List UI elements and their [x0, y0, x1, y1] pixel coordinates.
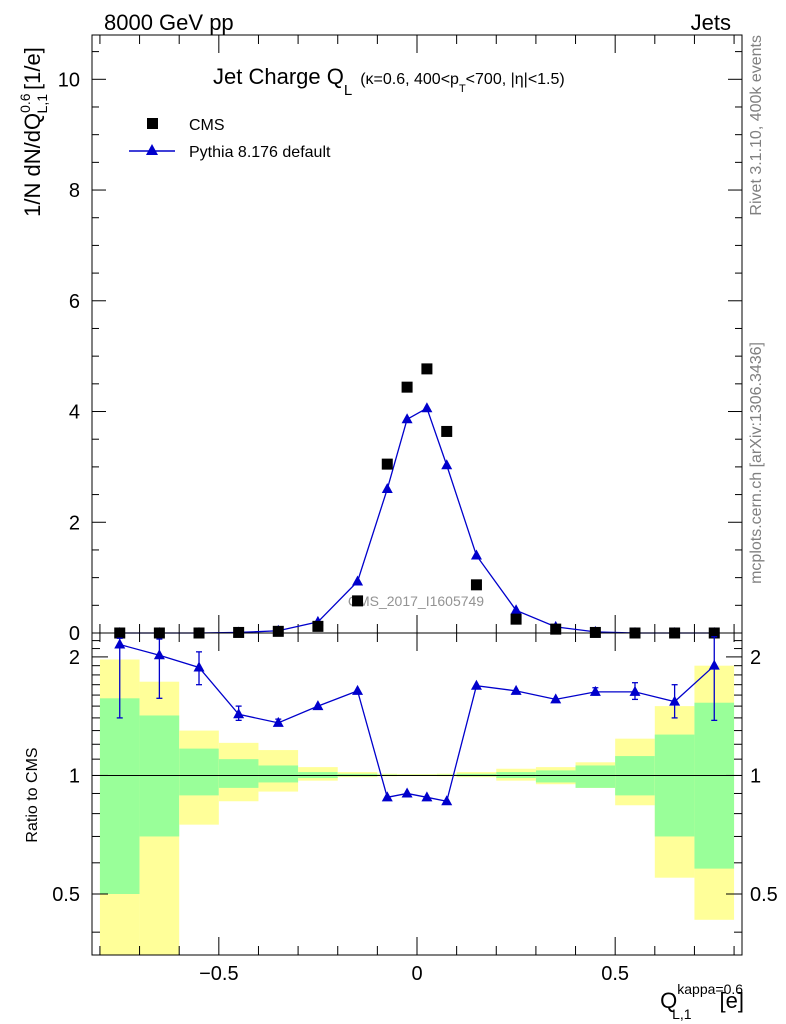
ratio-ytick-label-right: 0.5	[750, 884, 778, 906]
pythia-point	[352, 575, 364, 586]
ratio-point	[153, 649, 165, 660]
watermark: CMS_2017_I1605749	[348, 593, 484, 609]
ylabel-sup: 0.6	[17, 93, 33, 113]
main-ytick-label: 10	[58, 69, 80, 91]
ratio-point	[629, 685, 641, 696]
ratio-point	[233, 708, 245, 719]
ratio-point	[708, 659, 720, 670]
cms-point	[470, 579, 482, 591]
cms-point	[233, 626, 245, 638]
main-ytick-label: 8	[69, 180, 80, 202]
cms-point	[352, 595, 364, 607]
ylabel-main: 1/N dN/dQ	[20, 113, 45, 217]
band-inner	[258, 765, 299, 783]
pythia-point	[421, 402, 433, 413]
xlabel-unit: [e]	[720, 988, 744, 1013]
ratio-uncertainty-bands	[99, 659, 735, 955]
ylabel-sub: L,1	[34, 94, 50, 114]
ratio-point	[441, 795, 453, 806]
legend-pythia-label: Pythia 8.176 default	[189, 144, 331, 161]
pythia-point	[381, 483, 393, 494]
ratio-point	[312, 700, 324, 711]
xlabel: Qkappa=0.6 L,1 [e]	[660, 981, 744, 1022]
ratio-ytick-label: 0.5	[52, 884, 80, 906]
ratio-ytick-label: 2	[69, 647, 80, 669]
main-ytick-label: 2	[69, 512, 80, 534]
pythia-point	[470, 549, 482, 560]
ratio-point	[381, 791, 393, 802]
pythia-point	[441, 459, 453, 470]
ratio-ytick-label-right: 1	[750, 765, 761, 787]
ratio-ylabel: Ratio to CMS	[24, 747, 41, 842]
header-energy: 8000 GeV pp	[104, 10, 234, 35]
ratio-point	[114, 638, 126, 649]
ratio-frame	[91, 632, 743, 956]
ratio-point	[193, 661, 205, 672]
main-ytick-label: 6	[69, 291, 80, 313]
xlabel-sub: L,1	[672, 1006, 692, 1022]
xtick-label: 0.5	[601, 963, 629, 985]
ratio-point	[669, 695, 681, 706]
header-process: Jets	[691, 10, 731, 35]
xtick-label: 0	[411, 963, 422, 985]
ratio-point	[401, 787, 413, 798]
band-inner	[654, 734, 695, 837]
title-rest-b: <700, |η|<1.5)	[466, 71, 565, 88]
xlabel-sup: kappa=0.6	[677, 981, 743, 997]
cms-point	[421, 363, 433, 375]
band-inner	[99, 698, 140, 894]
chart-title: Jet Charge QL (κ=0.6, 400<pT<700, |η|<1.5…	[213, 64, 565, 99]
main-ylabel: 1/N dN/dQ0.6L,1 [1/e]	[17, 47, 50, 217]
ratio-point	[272, 716, 284, 727]
cms-point	[381, 458, 393, 470]
title-sub: L	[344, 82, 352, 99]
main-ytick-label: 0	[69, 623, 80, 645]
legend-pythia-marker	[146, 144, 158, 155]
cms-point	[272, 625, 284, 637]
cms-point	[312, 620, 324, 632]
ylabel-unit: [1/e]	[20, 47, 45, 90]
cms-point	[441, 425, 453, 437]
ratio-point	[550, 693, 562, 704]
band-inner	[535, 770, 576, 783]
ratio-point	[352, 684, 364, 695]
band-inner	[694, 702, 735, 869]
ratio-point	[589, 685, 601, 696]
cms-point	[401, 381, 413, 393]
ratio-ytick-label-right: 2	[750, 647, 761, 669]
legend-cms-label: CMS	[189, 117, 225, 134]
band-inner	[179, 748, 219, 796]
title-main: Jet Charge Q	[213, 64, 344, 89]
legend: CMS Pythia 8.176 default	[129, 117, 331, 161]
ratio-ytick-label: 1	[69, 765, 80, 787]
ratio-point	[470, 679, 482, 690]
title-rest-a: (κ=0.6, 400<p	[360, 71, 459, 88]
ratio-line	[119, 643, 715, 803]
xlabel-main: Q	[660, 988, 677, 1013]
pythia-point	[510, 604, 522, 615]
rivet-label: Rivet 3.1.10, 400k events	[748, 35, 765, 216]
ratio-point	[421, 791, 433, 802]
band-inner	[139, 715, 180, 837]
title-rest-sub: T	[459, 83, 466, 95]
cms-point	[589, 626, 601, 638]
pythia-point	[401, 413, 413, 424]
xtick-label: −0.5	[199, 963, 238, 985]
main-ytick-label: 4	[69, 402, 80, 424]
legend-cms-marker	[147, 118, 158, 129]
band-inner	[575, 765, 616, 788]
ratio-series	[114, 636, 720, 806]
ratio-point	[510, 684, 522, 695]
cms-point	[510, 613, 522, 625]
cms-point	[550, 623, 562, 635]
band-inner	[218, 759, 259, 788]
mcplots-label: mcplots.cern.ch [arXiv:1306.3436]	[748, 342, 765, 584]
